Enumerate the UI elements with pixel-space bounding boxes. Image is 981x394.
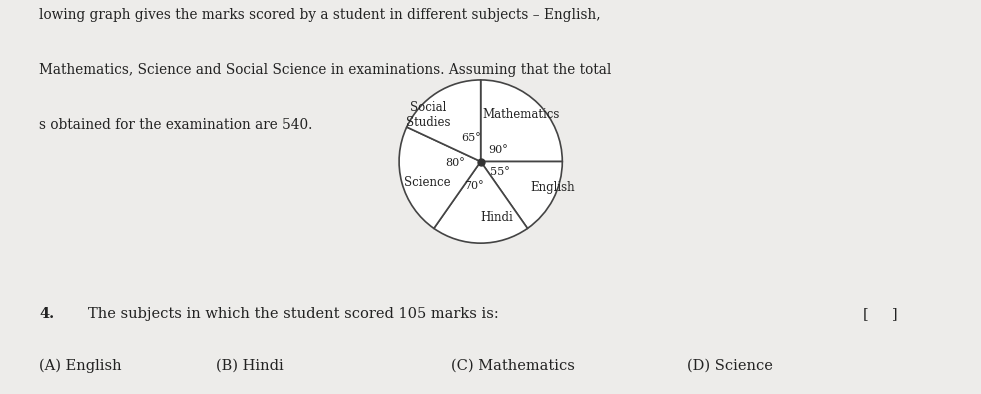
Text: (D) Science: (D) Science — [687, 359, 773, 373]
Wedge shape — [407, 80, 481, 162]
Text: 90°: 90° — [489, 145, 508, 154]
Text: Hindi: Hindi — [481, 210, 513, 223]
Text: 70°: 70° — [464, 181, 484, 191]
Wedge shape — [399, 127, 481, 229]
Text: Mathematics, Science and Social Science in examinations. Assuming that the total: Mathematics, Science and Social Science … — [39, 63, 611, 77]
Text: 80°: 80° — [445, 158, 465, 168]
Text: Mathematics: Mathematics — [483, 108, 560, 121]
Text: (A) English: (A) English — [39, 359, 122, 373]
Text: Science: Science — [404, 176, 450, 189]
Wedge shape — [481, 80, 562, 162]
Wedge shape — [434, 162, 528, 243]
Text: s obtained for the examination are 540.: s obtained for the examination are 540. — [39, 118, 313, 132]
Text: lowing graph gives the marks scored by a student in different subjects – English: lowing graph gives the marks scored by a… — [39, 8, 601, 22]
Wedge shape — [481, 162, 562, 229]
Text: 65°: 65° — [461, 133, 482, 143]
Text: English: English — [530, 181, 575, 194]
Text: (C) Mathematics: (C) Mathematics — [451, 359, 575, 373]
Text: 4.: 4. — [39, 307, 54, 322]
Text: 55°: 55° — [490, 167, 510, 177]
Text: [     ]: [ ] — [863, 307, 898, 322]
Text: Social
Studies: Social Studies — [406, 101, 451, 129]
Text: (B) Hindi: (B) Hindi — [216, 359, 284, 373]
Text: The subjects in which the student scored 105 marks is:: The subjects in which the student scored… — [88, 307, 499, 322]
